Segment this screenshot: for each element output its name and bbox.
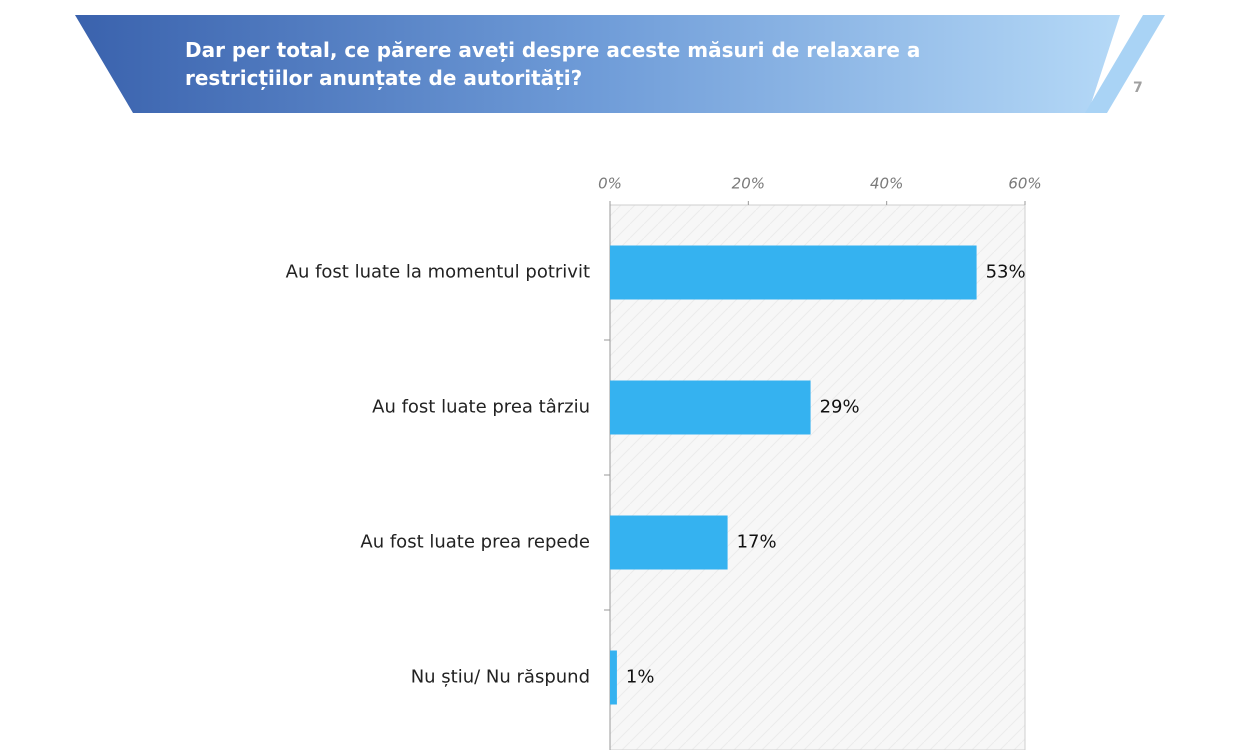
bar [610,650,617,705]
value-label: 29% [820,397,860,418]
value-label: 1% [626,667,655,688]
category-label: Nu știu/ Nu răspund [411,667,590,688]
bar [610,515,728,570]
value-label: 17% [737,532,777,553]
bar [610,245,977,300]
category-label: Au fost luate prea repede [360,532,590,553]
header-band [75,15,1120,113]
page-number: 7 [1133,80,1143,96]
x-tick-label: 60% [1008,175,1041,193]
slide-title: Dar per total, ce părere aveți despre ac… [185,38,921,90]
category-label: Au fost luate la momentul potrivit [286,262,590,283]
bar [610,380,811,435]
x-tick-label: 40% [870,175,903,193]
value-label: 53% [986,262,1026,283]
category-label: Au fost luate prea târziu [372,397,590,418]
x-tick-label: 0% [598,175,622,193]
header-stripe [1085,15,1165,113]
x-tick-label: 20% [732,175,765,193]
